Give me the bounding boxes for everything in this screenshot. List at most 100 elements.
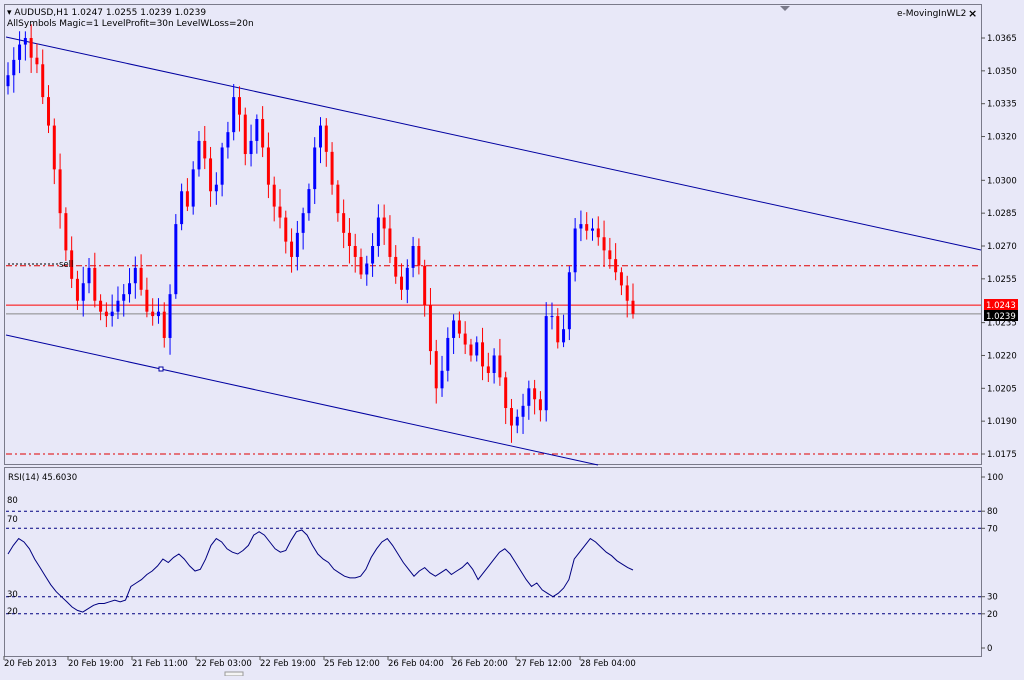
- candle: [515, 409, 519, 434]
- candle: [249, 124, 253, 167]
- time-tick-label: 26 Feb 04:00: [388, 659, 444, 669]
- candle: [411, 236, 415, 278]
- candle: [527, 380, 531, 420]
- candle: [272, 176, 276, 222]
- candle: [255, 114, 259, 154]
- current-price-badge-bg: [984, 299, 1018, 310]
- level-lines: [6, 265, 981, 455]
- channel-anchor-handle[interactable]: [158, 366, 164, 372]
- candle: [359, 248, 363, 279]
- candle: [619, 267, 623, 296]
- candle: [319, 117, 322, 164]
- candle: [64, 207, 68, 261]
- rsi-left-level-80: 80: [7, 496, 18, 506]
- candle: [590, 218, 594, 241]
- candle: [440, 355, 444, 397]
- candle: [81, 266, 85, 317]
- collapse-triangle-icon[interactable]: ▾: [7, 8, 12, 18]
- candle: [151, 298, 155, 326]
- candle: [492, 348, 496, 384]
- candle: [307, 183, 311, 221]
- candle: [139, 254, 143, 296]
- candle: [486, 352, 490, 383]
- candle: [128, 268, 132, 303]
- candle: [301, 207, 305, 250]
- price-tick-label: 1.0285: [987, 209, 1017, 219]
- symbol-line: AUDUSD,H1 1.0247 1.0255 1.0239 1.0239: [14, 8, 207, 18]
- rsi-left-level-20: 20: [7, 607, 18, 617]
- candle: [313, 137, 317, 205]
- channel-upper-line[interactable]: [5, 36, 982, 251]
- candle: [29, 24, 33, 73]
- price-panel-frame: [4, 4, 982, 465]
- candle: [428, 287, 432, 365]
- time-tick-label: 27 Feb 12:00: [516, 659, 572, 669]
- candle: [110, 294, 114, 327]
- rsi-left-level-70: 70: [7, 515, 18, 525]
- candle: [371, 233, 375, 277]
- candle: [6, 62, 10, 95]
- candle: [23, 31, 27, 61]
- candle: [232, 84, 236, 141]
- candle: [220, 142, 224, 197]
- candle: [237, 86, 241, 132]
- candle: [156, 298, 160, 324]
- candle: [168, 284, 172, 355]
- candle: [87, 258, 91, 294]
- price-axis: 1.0365 1.0350 1.0335 1.0320 1.0300 1.0285 1.02…: [981, 34, 1017, 460]
- candle: [556, 308, 560, 349]
- time-tick-label: 20 Feb 2013: [4, 659, 57, 669]
- candle: [481, 327, 485, 381]
- rsi-tick-label: 30: [987, 593, 998, 603]
- rsi-line: [7, 529, 634, 613]
- candle: [226, 121, 230, 159]
- candle: [133, 256, 137, 299]
- rsi-tick-label: 20: [987, 610, 998, 620]
- scroll-handle[interactable]: [224, 671, 244, 677]
- candle: [278, 189, 282, 229]
- candle: [521, 393, 525, 434]
- candle: [614, 243, 618, 281]
- time-tick-label: 21 Feb 11:00: [132, 659, 188, 669]
- time-tick-label: 20 Feb 19:00: [68, 659, 124, 669]
- candle: [58, 153, 62, 229]
- candle: [243, 107, 247, 166]
- time-tick-label: 28 Feb 04:00: [580, 659, 636, 669]
- price-tick-label: 1.0320: [987, 133, 1017, 143]
- time-tick-label: 22 Feb 03:00: [196, 659, 252, 669]
- close-icon[interactable]: ×: [968, 7, 978, 20]
- candle: [365, 255, 369, 286]
- channel-lines[interactable]: [5, 36, 982, 466]
- candle: [417, 238, 421, 275]
- rsi-tick-label: 70: [987, 524, 998, 534]
- candle: [122, 284, 126, 317]
- candle: [602, 220, 606, 267]
- candle: [324, 118, 328, 167]
- price-tick-label: 1.0270: [987, 242, 1017, 252]
- candle: [162, 302, 166, 348]
- candle: [347, 218, 351, 264]
- last-price-badge: 1.0239: [986, 312, 1016, 322]
- price-tick-label: 1.0190: [987, 417, 1017, 427]
- candle: [12, 47, 16, 93]
- candle: [434, 339, 438, 404]
- candle: [266, 132, 270, 199]
- candle: [631, 283, 635, 319]
- candle: [336, 180, 340, 222]
- channel-lower-line[interactable]: [5, 334, 599, 466]
- shift-marker-icon[interactable]: [780, 6, 790, 11]
- candle: [625, 275, 629, 318]
- rsi-series: [6, 510, 981, 615]
- candle: [209, 146, 213, 207]
- candle: [47, 85, 51, 134]
- candle: [174, 214, 178, 299]
- candle: [579, 210, 583, 242]
- candle: [608, 237, 612, 269]
- price-tick-label: 1.0220: [987, 351, 1017, 361]
- candle: [191, 161, 195, 215]
- current-price-badge: 1.0243: [986, 301, 1016, 311]
- symbol-header: ▾ AUDUSD,H1 1.0247 1.0255 1.0239 1.0239: [7, 8, 206, 19]
